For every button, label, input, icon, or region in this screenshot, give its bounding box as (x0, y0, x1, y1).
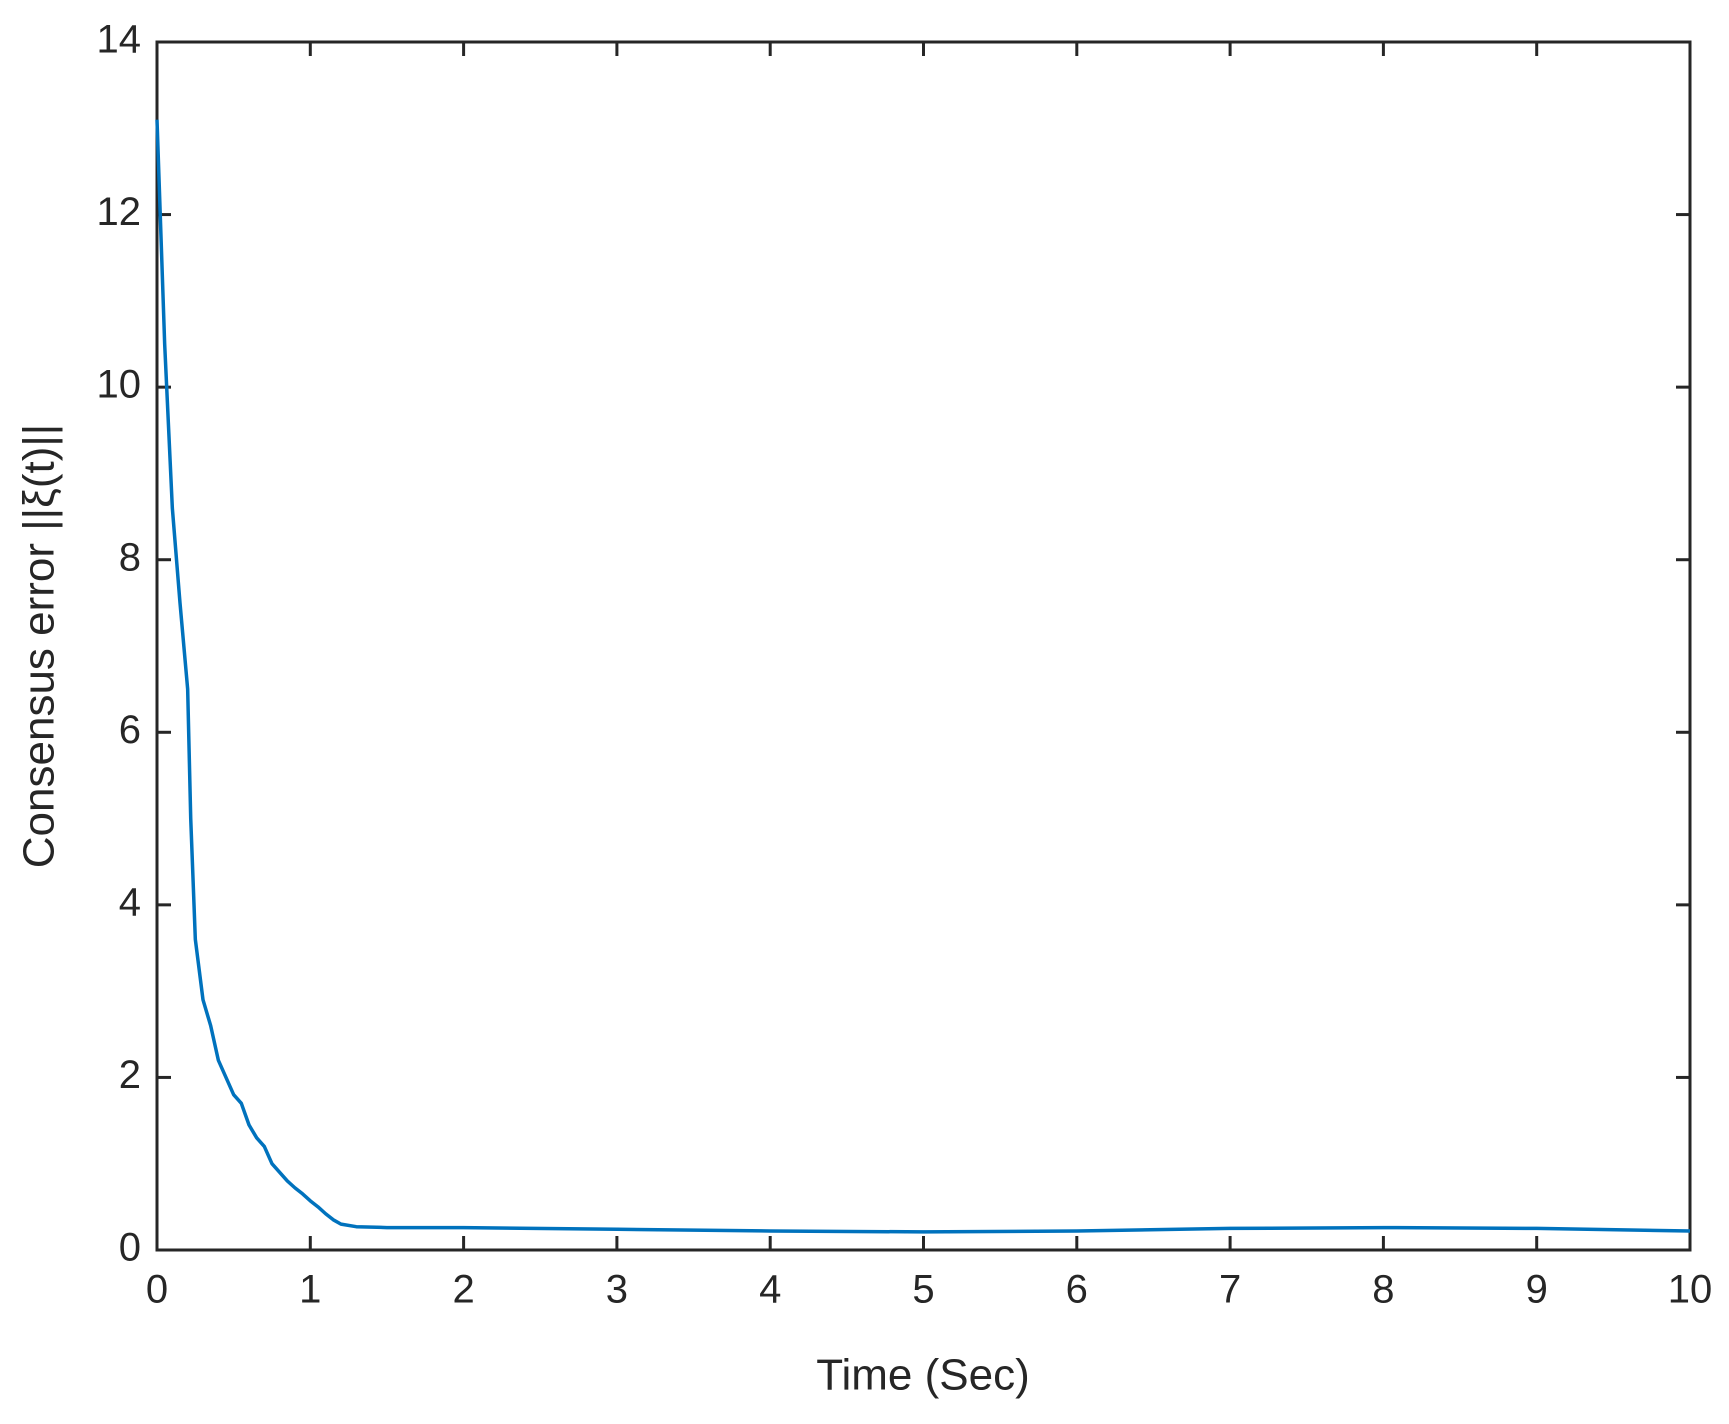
y-tick-label: 8 (119, 535, 141, 579)
x-tick-label: 8 (1372, 1268, 1394, 1312)
plot-area (155, 40, 1692, 1252)
x-tick-label: 2 (452, 1268, 474, 1312)
y-tick-label: 14 (97, 18, 142, 62)
x-tick-label: 3 (606, 1268, 628, 1312)
x-tick-label: 7 (1219, 1268, 1241, 1312)
x-tick-label: 4 (759, 1268, 781, 1312)
x-tick-label: 5 (912, 1268, 934, 1312)
x-tick-label: 9 (1526, 1268, 1548, 1312)
x-tick-label: 6 (1066, 1268, 1088, 1312)
x-tick-label: 10 (1668, 1268, 1713, 1312)
y-axis-title: Consensus error ||ξ(t)|| (15, 424, 64, 868)
line-series (155, 119, 1691, 1234)
y-tick-label: 6 (119, 708, 141, 752)
y-tick-label: 10 (97, 363, 142, 407)
y-tick-label: 12 (97, 190, 142, 234)
x-axis-title: Time (Sec) (816, 1351, 1030, 1400)
y-tick-label: 0 (119, 1226, 141, 1270)
y-tick-label: 4 (119, 880, 141, 924)
x-tick-label: 1 (299, 1268, 321, 1312)
x-tick-label: 0 (146, 1268, 168, 1312)
y-tick-label: 2 (119, 1053, 141, 1097)
